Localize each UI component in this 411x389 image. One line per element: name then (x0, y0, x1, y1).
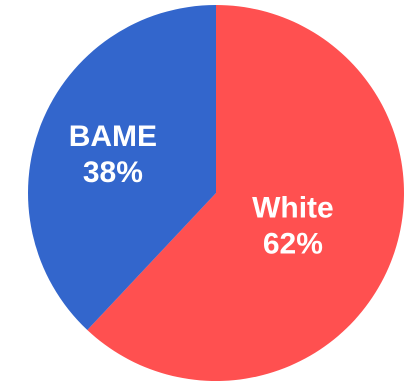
slice-label-white: White (252, 191, 334, 224)
slice-label-bame: BAME (69, 120, 157, 153)
slice-value-bame: 38% (83, 156, 143, 189)
slice-value-white: 62% (263, 227, 323, 260)
pie-slice-bame (28, 5, 216, 331)
pie-slice-white (87, 5, 404, 381)
